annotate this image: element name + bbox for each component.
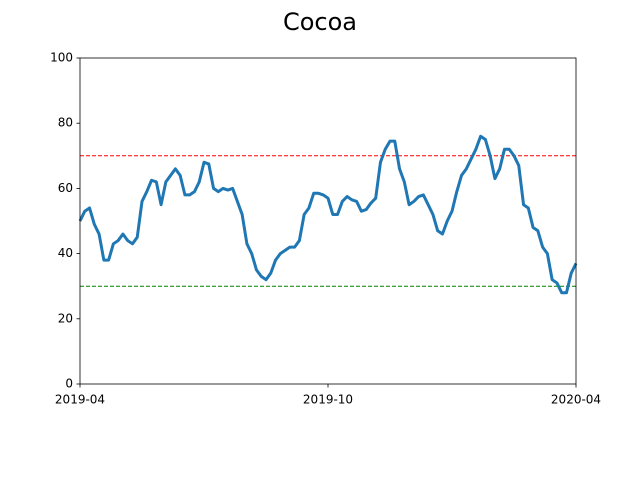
x-tick-label: 2020-04 [551, 393, 601, 407]
y-tick-label: 40 [58, 246, 73, 260]
x-tick-label: 2019-10 [303, 393, 353, 407]
data-line [78, 134, 578, 295]
plot-frame [79, 57, 577, 385]
y-tick-label: 100 [50, 51, 73, 65]
y-tick-label: 80 [58, 116, 73, 130]
y-tick-label: 20 [58, 311, 73, 325]
y-tick-label: 60 [58, 181, 73, 195]
x-tick-label: 2019-04 [55, 393, 105, 407]
y-tick-label: 0 [65, 377, 73, 391]
chart-title: Cocoa [283, 8, 357, 36]
